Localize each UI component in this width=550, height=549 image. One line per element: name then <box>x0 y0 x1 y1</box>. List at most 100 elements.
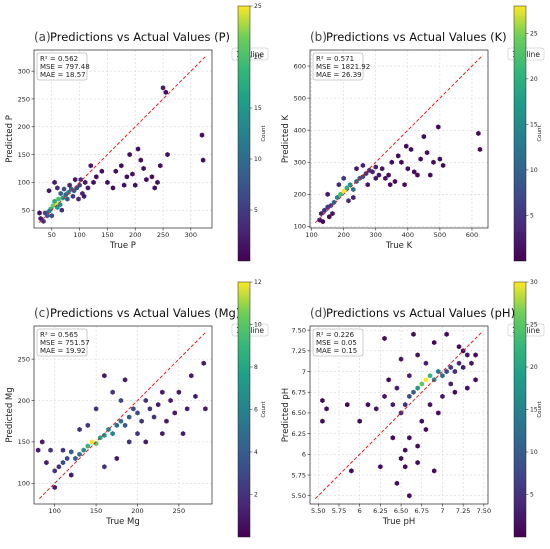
hexbin-cell <box>38 215 43 222</box>
hexbin-cell <box>60 195 66 201</box>
hexbin-cell <box>373 164 378 170</box>
hexbin-cell <box>415 172 420 178</box>
hexbin-cell <box>344 185 350 191</box>
hexbin-cell <box>456 360 462 366</box>
identity-line <box>38 54 208 224</box>
y-tick-label: 400 <box>294 126 306 134</box>
x-tick-label: 6.50 <box>394 507 408 515</box>
hexbin-cell <box>402 182 407 188</box>
hexbin-cell <box>56 196 61 202</box>
hexbin-cell <box>99 168 105 174</box>
axes-frame <box>33 325 213 505</box>
colorbar-tick-label: 5 <box>530 492 534 499</box>
hexbin-cell <box>324 406 329 412</box>
hexbin-cell <box>402 464 408 470</box>
hexbin-cell <box>102 464 107 470</box>
hexbin-cell <box>423 426 429 433</box>
hexbin-cell <box>419 381 425 387</box>
x-tick-label: 300 <box>370 231 382 239</box>
y-tick-label: 100 <box>294 223 306 231</box>
hexbin-cell <box>67 182 72 188</box>
hexbin-cell <box>452 389 458 395</box>
hexbin-cell <box>119 163 124 169</box>
colorbar-tick-label: 20 <box>254 54 262 61</box>
hexbin-cell <box>50 203 56 209</box>
y-tick-label: 6 <box>302 451 306 459</box>
hexbin-cell <box>168 397 173 404</box>
hexbin-cell <box>365 182 370 188</box>
hexbin-cell <box>184 406 190 412</box>
hexbin-cell <box>407 435 412 441</box>
hexbin-cell <box>76 196 81 202</box>
y-tick-label: 5.75 <box>292 471 306 479</box>
hexbin-cell <box>124 174 130 180</box>
hexbin-cell <box>69 472 74 478</box>
colorbar-tick-label: 20 <box>530 364 538 371</box>
hexbin-cell <box>59 207 65 213</box>
colorbar-gradient <box>513 281 527 538</box>
hexbin-cell <box>193 393 198 399</box>
x-axis-label: True P <box>109 241 136 251</box>
hexbin-cell <box>440 373 445 379</box>
hexbin-cell <box>52 484 57 491</box>
hexbin-cell <box>49 213 55 219</box>
hexbin-cell <box>390 402 396 408</box>
hexbin-cell <box>60 460 66 466</box>
x-tick-label: 150 <box>101 231 113 239</box>
colorbar-tick-label: 20 <box>530 76 538 83</box>
hexbin-cell <box>382 393 387 399</box>
hexbin-cell <box>389 159 395 165</box>
hexbin-cell <box>82 179 88 185</box>
hexbin-cell <box>110 185 116 191</box>
hexbin-cell <box>160 85 166 91</box>
y-tick-label: 6.75 <box>292 389 306 397</box>
x-axis-label: True K <box>385 241 413 251</box>
stats-box-frame <box>36 52 88 81</box>
colorbar-tick-label: 10 <box>530 449 538 456</box>
hexbin-cell <box>52 198 57 204</box>
hexbin-cell <box>93 440 99 447</box>
colorbar: 2 4 6 8 10 12 Count <box>237 279 267 538</box>
hexbin-cell <box>419 418 425 424</box>
chart-title: Predictions vs Actual Values (Mg) <box>50 306 240 320</box>
y-tick-label: 7.50 <box>292 326 306 334</box>
hexbin-points <box>37 85 206 224</box>
x-tick-label: 100 <box>305 231 317 239</box>
hexbin-cell <box>347 182 353 188</box>
hexbin-cell <box>345 402 350 408</box>
x-tick-label: 5.75 <box>332 507 346 515</box>
hexbin-cell <box>428 172 433 178</box>
x-tick-label: 600 <box>466 231 478 239</box>
hexbin-cell <box>408 146 414 153</box>
stats-box-frame <box>312 52 364 81</box>
stats-box-frame <box>36 328 88 357</box>
hexbin-cell <box>56 464 62 470</box>
axes-frame <box>309 49 489 229</box>
hexbin-cell <box>89 439 95 445</box>
hexbin-cell <box>379 166 385 172</box>
hexbin-cell <box>431 159 436 165</box>
hexbin-cell <box>341 175 346 181</box>
y-tick-label: 7.25 <box>292 347 306 355</box>
hexbin-cell <box>423 377 429 383</box>
panel-label: (a) <box>34 30 51 44</box>
hexbin-cell <box>387 182 393 188</box>
hexbin-cell <box>386 377 391 383</box>
hexbin-cell <box>392 178 398 185</box>
hexbin-cell <box>363 170 369 177</box>
hexbin-cell <box>151 414 157 420</box>
hexbin-cell <box>131 406 136 412</box>
colorbar-tick-label: 10 <box>254 322 262 329</box>
y-tick-label: 150 <box>18 438 30 446</box>
hexbin-cell <box>60 447 66 453</box>
chart-panel-2: (b) Predictions vs Actual Values (K) 100 20… <box>281 5 545 262</box>
hexbin-cell <box>382 335 387 342</box>
hexbin-cell <box>118 397 124 404</box>
panel-label: (c) <box>34 306 50 320</box>
colorbar-label: Count <box>537 124 543 141</box>
hexbin-cell <box>473 352 478 358</box>
hexbin-cell <box>376 172 382 178</box>
hexbin-cell <box>135 431 140 437</box>
hexbin-cell <box>407 393 412 399</box>
